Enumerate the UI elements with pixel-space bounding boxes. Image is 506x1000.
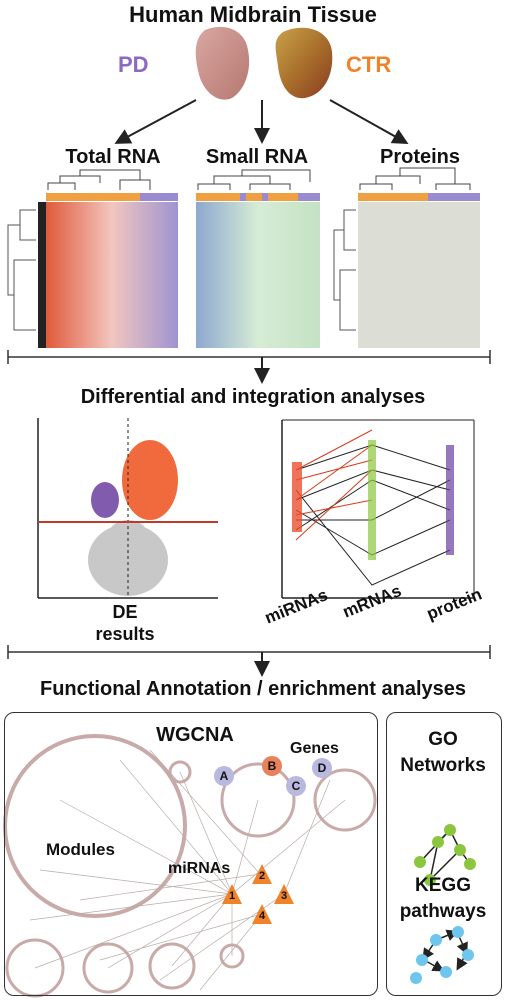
ctr-brain-image [275, 27, 333, 99]
pd-group-label: PD [118, 52, 149, 77]
volcano-label-results: results [95, 624, 155, 644]
modules-label: Modules [46, 840, 115, 859]
networks-label: Networks [400, 755, 486, 776]
kegg-label: KEGG [415, 875, 471, 896]
gene-node-b: B [262, 756, 282, 776]
gene-node-a: A [214, 766, 234, 786]
go-kegg-panel [386, 712, 502, 996]
genes-label: Genes [290, 740, 339, 757]
gene-node-d: D [312, 758, 332, 778]
proteins-label: Proteins [379, 146, 461, 168]
gene-node-c: C [286, 776, 306, 796]
functional-title: Functional Annotation / enrichment analy… [40, 678, 466, 700]
go-network-graph [414, 824, 476, 886]
small-rna-heatmap [196, 169, 320, 348]
go-label: GO [428, 729, 458, 750]
page-title: Human Midbrain Tissue [129, 2, 377, 27]
wgcna-panel [4, 712, 378, 996]
arrow-to-total-rna [114, 99, 197, 144]
wgcna-label: WGCNA [156, 724, 234, 746]
proteins-heatmap [333, 167, 480, 348]
mirnas-label: miRNAs [168, 860, 231, 877]
arrow-to-proteins [329, 99, 409, 144]
total-rna-heatmap [7, 169, 178, 348]
pd-brain-image [195, 26, 250, 100]
small-rna-label: Small RNA [205, 146, 309, 168]
analyses-title: Differential and integration analyses [80, 386, 426, 408]
wgcna-network [3, 734, 377, 998]
ctr-group-label: CTR [346, 52, 392, 77]
integration-plot [281, 419, 475, 599]
kegg-pathway-graph [410, 926, 474, 984]
total-rna-label: Total RNA [65, 146, 161, 168]
volcano-plot [37, 418, 218, 599]
volcano-label-de: DE [112, 602, 138, 622]
pathways-label: pathways [399, 901, 487, 922]
